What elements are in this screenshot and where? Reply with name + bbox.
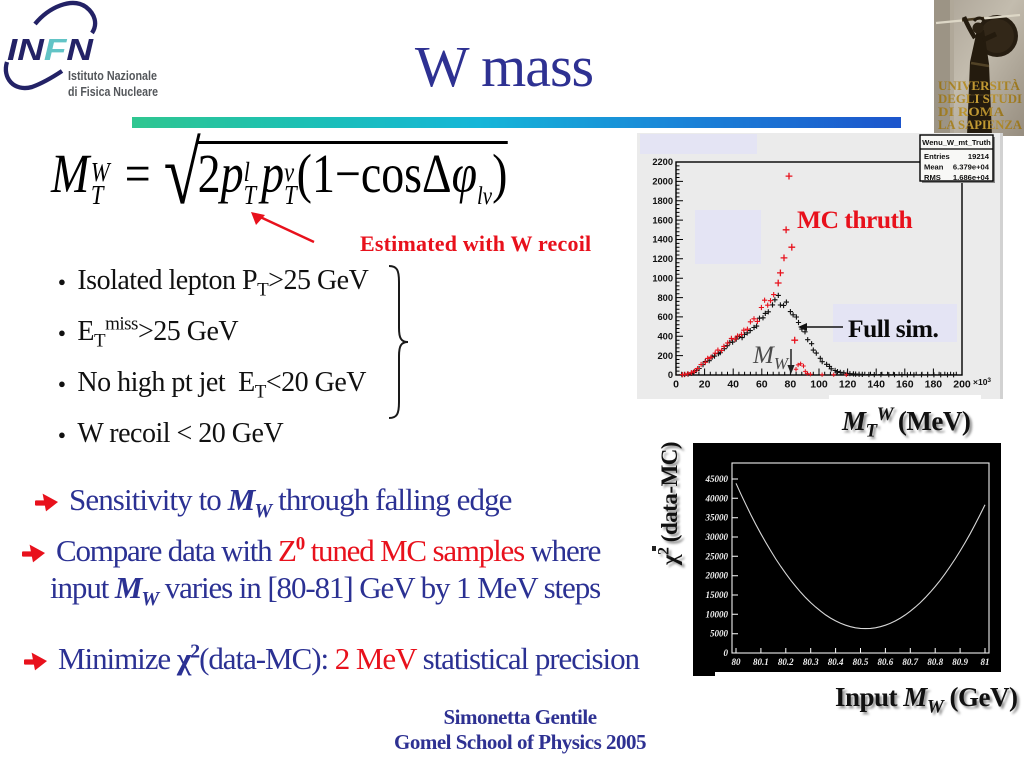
svg-text:80.2: 80.2 <box>778 657 794 667</box>
svg-text:400: 400 <box>657 332 673 342</box>
svg-text:DEGLI STUDI: DEGLI STUDI <box>938 91 1022 106</box>
svg-text:1200: 1200 <box>652 254 673 264</box>
svg-text:160: 160 <box>896 379 914 391</box>
svg-text:60: 60 <box>756 379 768 391</box>
svg-text:MC thruth: MC thruth <box>797 205 913 234</box>
svg-text:6.379e+04: 6.379e+04 <box>953 163 990 172</box>
svg-text:80.8: 80.8 <box>927 657 943 667</box>
svg-text:UNIVERSITÀ: UNIVERSITÀ <box>938 78 1021 93</box>
svg-text:20000: 20000 <box>705 571 729 581</box>
svg-text:81: 81 <box>981 657 990 667</box>
svg-text:Istituto Nazionale: Istituto Nazionale <box>68 69 157 83</box>
svg-text:100: 100 <box>810 379 828 391</box>
svg-text:19214: 19214 <box>968 152 990 161</box>
svg-text:80.1: 80.1 <box>753 657 769 667</box>
svg-text:Wenu_W_mt_Truth: Wenu_W_mt_Truth <box>922 138 991 147</box>
svg-text:2000: 2000 <box>652 177 673 187</box>
svg-text:DI ROMA: DI ROMA <box>938 104 1005 119</box>
svg-text:80: 80 <box>732 657 742 667</box>
svg-text:25000: 25000 <box>705 551 729 561</box>
svg-text:80.3: 80.3 <box>803 657 819 667</box>
svg-text:0: 0 <box>668 370 673 380</box>
svg-text:180: 180 <box>925 379 943 391</box>
svg-text:0: 0 <box>724 648 729 658</box>
svg-text:800: 800 <box>657 293 673 303</box>
svg-text:140: 140 <box>867 379 885 391</box>
svg-text:15000: 15000 <box>706 590 729 600</box>
svg-text:5000: 5000 <box>710 629 729 639</box>
svg-text:1800: 1800 <box>652 196 673 206</box>
svg-text:0: 0 <box>673 379 679 391</box>
svg-text:600: 600 <box>657 312 673 322</box>
svg-text:Mean: Mean <box>924 163 944 172</box>
svg-text:45000: 45000 <box>705 474 729 484</box>
svg-text:Entries: Entries <box>924 152 950 161</box>
svg-text:30000: 30000 <box>705 532 729 542</box>
svg-text:10000: 10000 <box>706 609 729 619</box>
svg-text:2200: 2200 <box>652 157 673 167</box>
svg-text:RMS: RMS <box>924 173 941 182</box>
svg-text:×103: ×103 <box>973 377 991 387</box>
svg-text:80.6: 80.6 <box>878 657 894 667</box>
svg-text:LA SAPIENZA: LA SAPIENZA <box>938 117 1023 132</box>
svg-text:35000: 35000 <box>705 513 729 523</box>
svg-text:80.5: 80.5 <box>853 657 869 667</box>
svg-text:80.7: 80.7 <box>902 657 918 667</box>
svg-text:200: 200 <box>657 351 673 361</box>
svg-text:1600: 1600 <box>652 215 673 225</box>
svg-text:80.9: 80.9 <box>952 657 968 667</box>
svg-text:1.686e+04: 1.686e+04 <box>953 173 990 182</box>
svg-text:20: 20 <box>699 379 711 391</box>
svg-text:80: 80 <box>785 379 797 391</box>
svg-text:40000: 40000 <box>705 493 729 503</box>
svg-text:80.4: 80.4 <box>828 657 844 667</box>
svg-text:200: 200 <box>953 379 971 391</box>
svg-text:Full sim.: Full sim. <box>848 314 939 343</box>
svg-text:di Fisica Nucleare: di Fisica Nucleare <box>68 85 158 99</box>
svg-text:120: 120 <box>839 379 857 391</box>
svg-text:40: 40 <box>727 379 739 391</box>
svg-text:1400: 1400 <box>652 235 673 245</box>
svg-text:1000: 1000 <box>652 273 673 283</box>
